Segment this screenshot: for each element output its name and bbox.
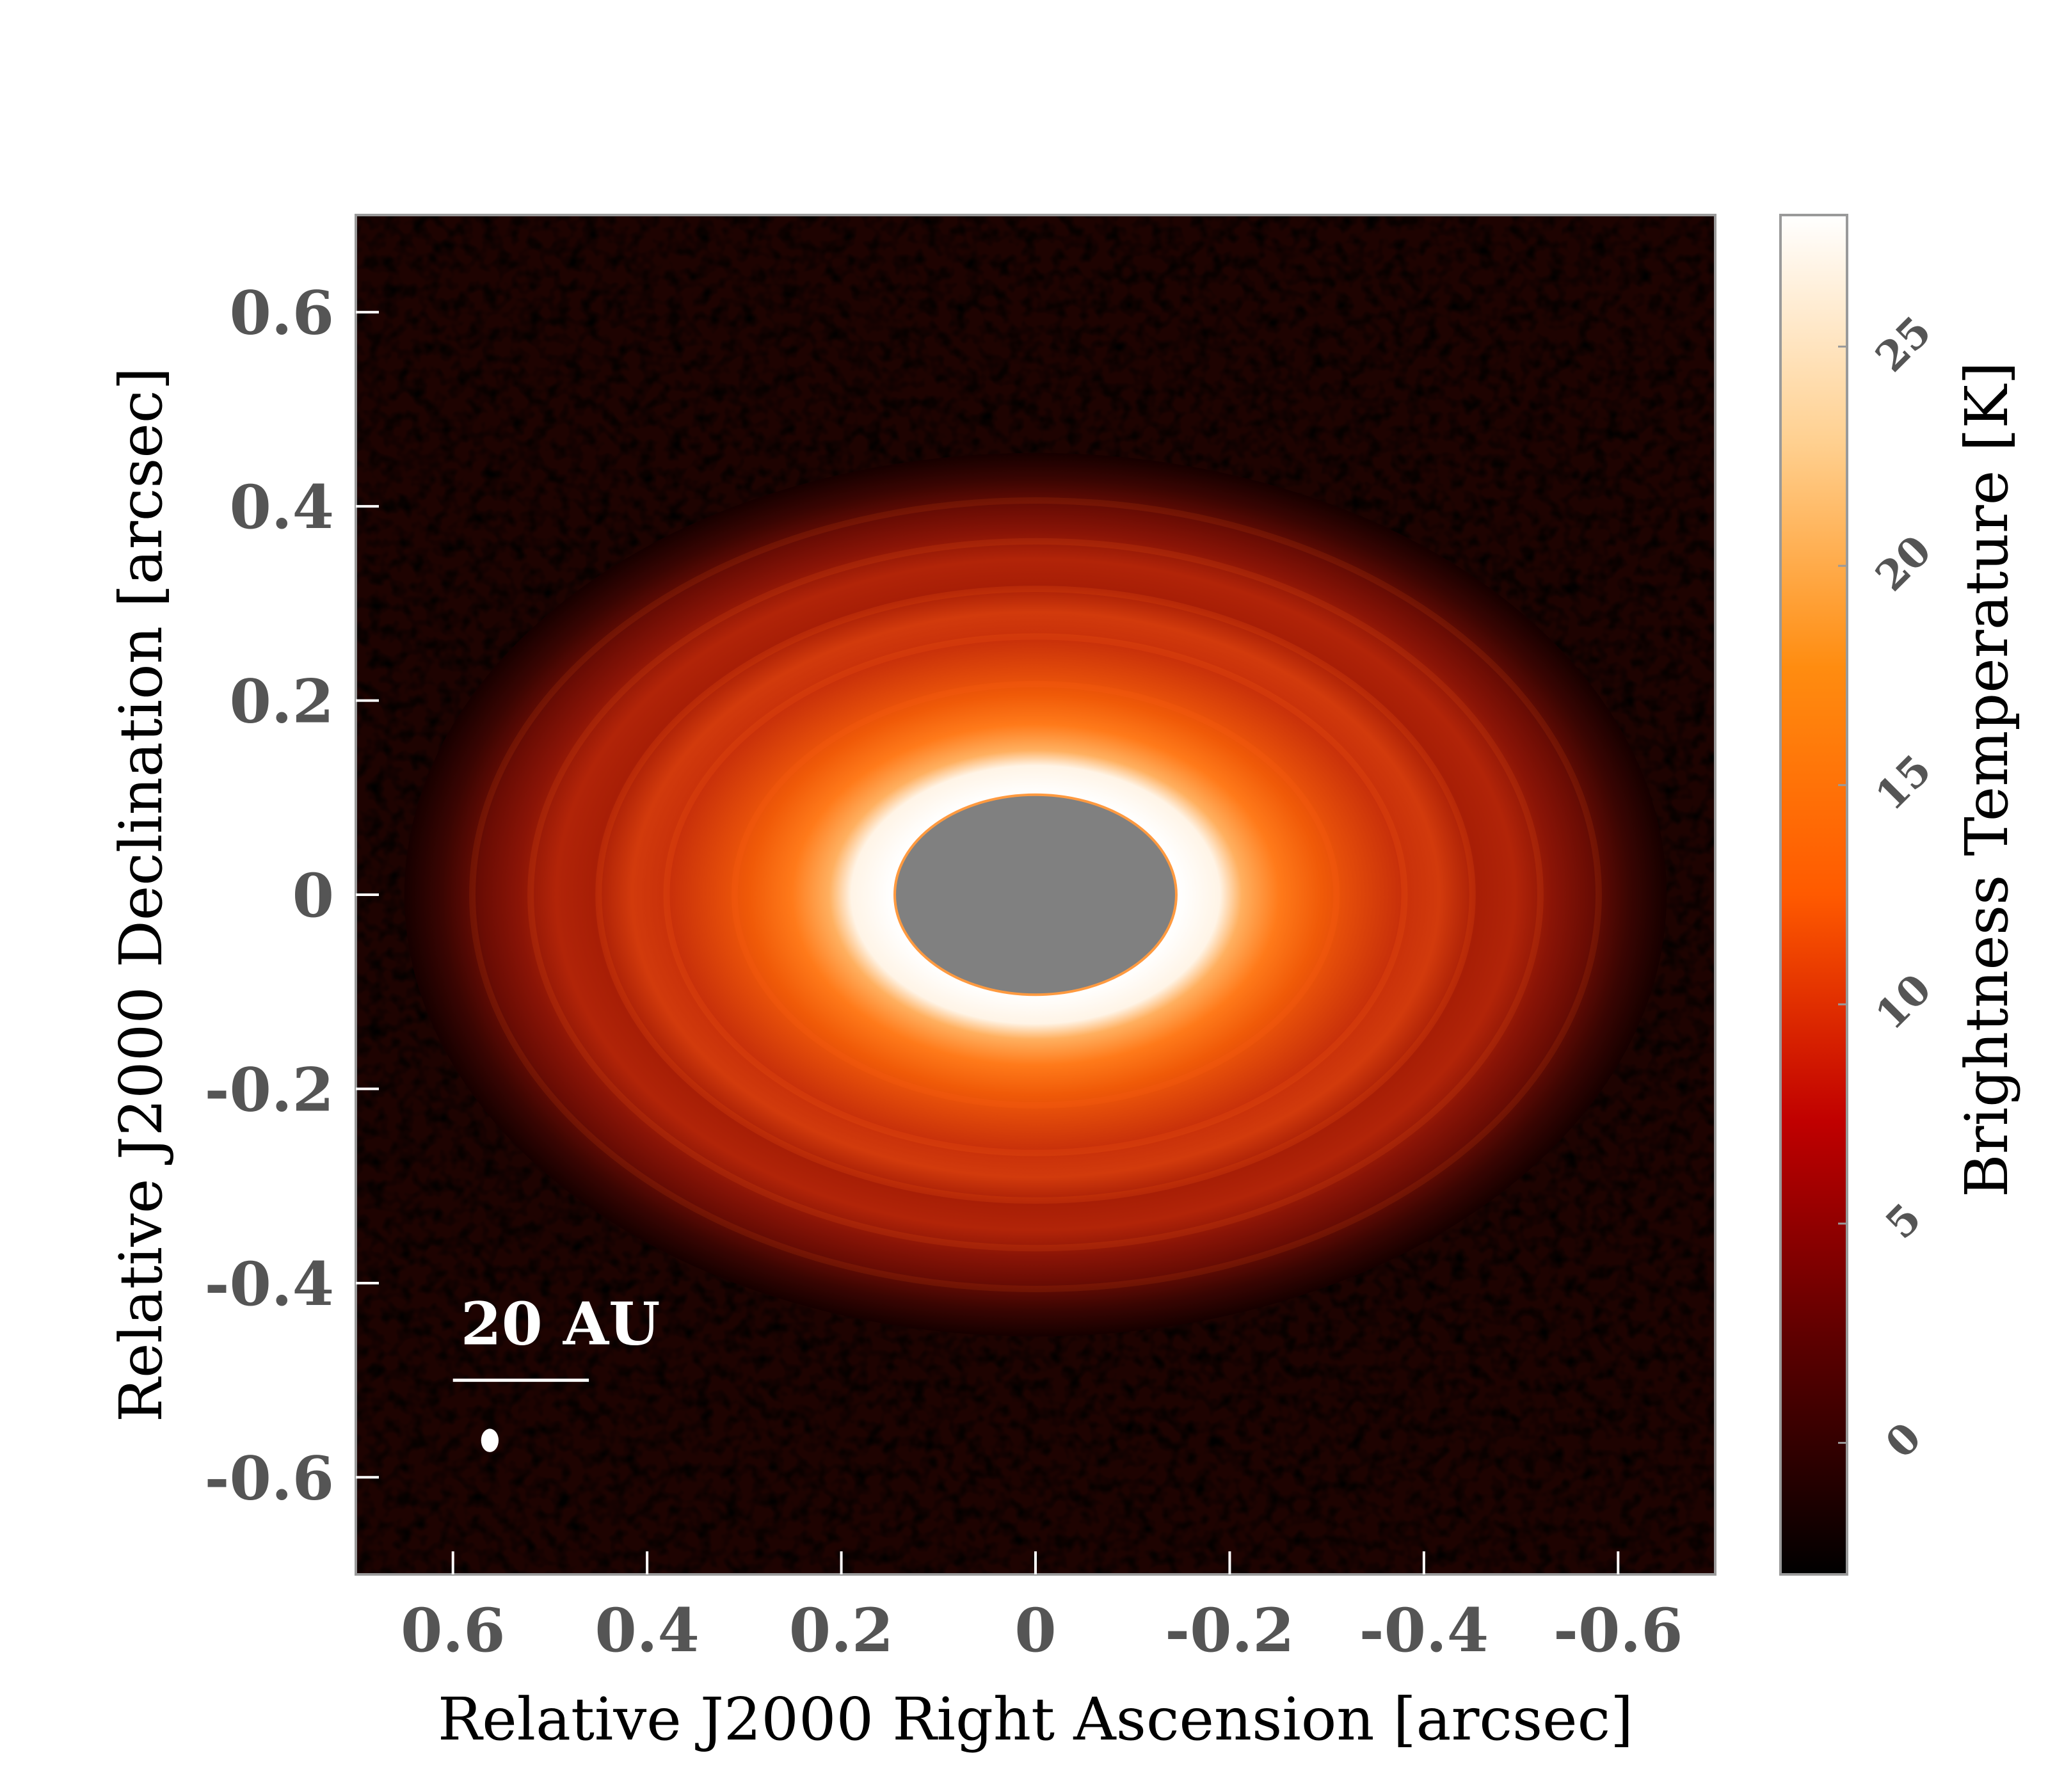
plot-area (356, 215, 1715, 1574)
disk-ring-1 (731, 680, 1340, 1109)
x-axis-title: Relative J2000 Right Ascension [arcsec] (438, 1685, 1633, 1754)
y-tick-label: 0.6 (229, 278, 334, 349)
x-tick-label: 0.2 (789, 1596, 894, 1666)
disk-ring-4 (527, 538, 1544, 1252)
scale-bar-label: 20 AU (461, 1290, 660, 1359)
x-tick-label: -0.6 (1553, 1596, 1683, 1666)
x-tick-label: 0.6 (401, 1596, 506, 1666)
masked-center (893, 793, 1178, 996)
beam-ellipse (481, 1428, 499, 1452)
disk-ring-5 (469, 497, 1602, 1292)
colorbar-title: Brightness Temperature [K] (1953, 362, 2021, 1197)
x-tick-label: 0.4 (595, 1596, 700, 1666)
colorbar-tick-label: 5 (1876, 1194, 1931, 1249)
x-axis-ticks: 0.6 0.4 0.2 0 -0.2 -0.4 -0.6 (401, 1551, 1683, 1666)
disk-ring-2 (663, 633, 1408, 1156)
colorbar-tick-label: 15 (1866, 746, 1940, 820)
colorbar-tick-label: 20 (1866, 527, 1940, 601)
colorbar-tick-label: 10 (1866, 965, 1940, 1039)
y-tick-label: -0.2 (204, 1055, 334, 1125)
x-tick-label: -0.2 (1165, 1596, 1295, 1666)
y-axis-title: Relative J2000 Declination [arcsec] (107, 367, 175, 1423)
y-tick-label: -0.4 (204, 1249, 334, 1320)
y-tick-label: -0.6 (204, 1443, 334, 1514)
colorbar-tick-label: 0 (1876, 1414, 1931, 1468)
colorbar-ticks: 0 5 10 15 20 25 (1838, 307, 1940, 1468)
x-tick-label: 0 (1014, 1596, 1056, 1666)
disk-ring-3 (595, 586, 1476, 1204)
y-tick-label: 0.2 (229, 667, 334, 737)
x-tick-label: -0.4 (1359, 1596, 1489, 1666)
y-tick-label: 0 (292, 861, 334, 931)
y-axis-ticks: 0.6 0.4 0.2 0 -0.2 -0.4 -0.6 (204, 278, 379, 1514)
y-tick-label: 0.4 (229, 472, 334, 543)
colorbar-tick-label: 25 (1866, 307, 1940, 381)
colorbar (1779, 214, 1848, 1576)
